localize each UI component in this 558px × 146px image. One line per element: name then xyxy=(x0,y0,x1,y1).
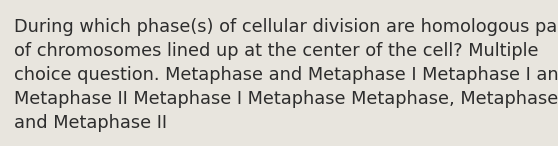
Text: During which phase(s) of cellular division are homologous pairs
of chromosomes l: During which phase(s) of cellular divisi… xyxy=(14,18,558,132)
